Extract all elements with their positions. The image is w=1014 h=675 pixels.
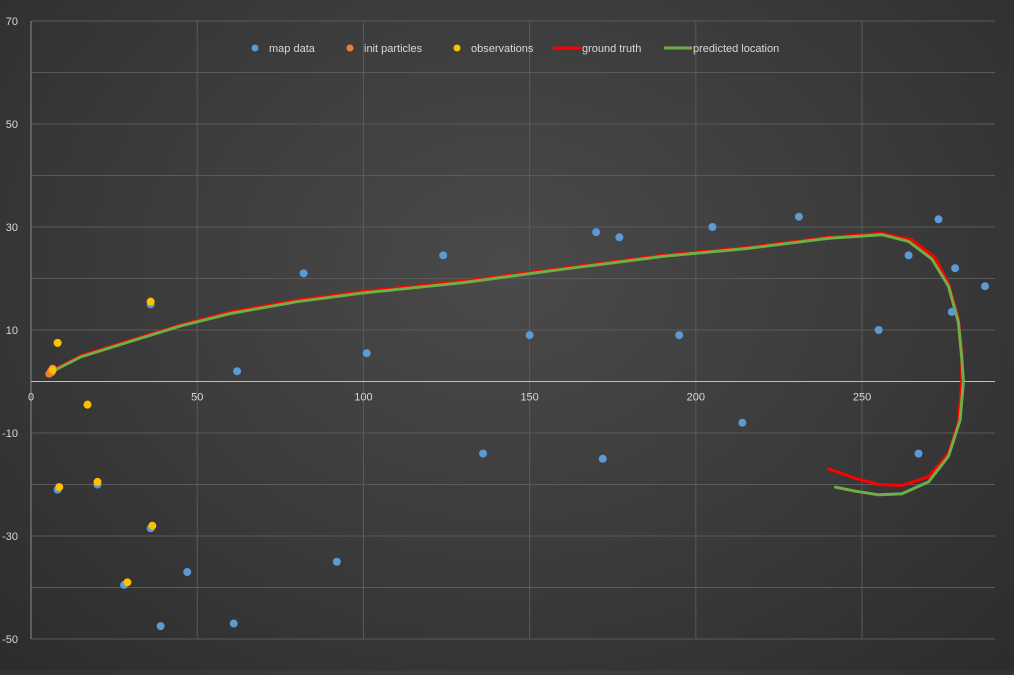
map-data-point — [479, 449, 488, 458]
y-tick-label: -30 — [2, 531, 18, 543]
observations-point — [83, 400, 92, 409]
x-tick-label: 0 — [28, 392, 34, 404]
map-data-point — [439, 251, 448, 260]
map-data-point — [934, 215, 943, 224]
map-data-point — [156, 622, 165, 631]
x-tick-label: 200 — [687, 392, 705, 404]
legend-label: map data — [269, 43, 316, 55]
x-tick-label: 250 — [853, 392, 871, 404]
map-data-point — [904, 251, 913, 260]
legend-marker — [453, 44, 461, 52]
map-data-point — [229, 619, 238, 628]
x-tick-label: 100 — [354, 392, 372, 404]
legend-label: observations — [471, 43, 534, 55]
map-data-point — [981, 282, 990, 291]
legend-label: init particles — [364, 43, 423, 55]
map-data-point — [675, 331, 684, 340]
map-data-point — [947, 307, 956, 316]
map-data-point — [233, 367, 242, 376]
observations-point — [123, 578, 132, 587]
map-data-point — [299, 269, 308, 278]
ground-truth-line — [49, 231, 964, 487]
axes: 70 50 30 10 -10 -30 -50 0 50 100 150 200 250 — [2, 16, 995, 646]
series-layer — [45, 212, 990, 631]
observations-point — [93, 477, 102, 486]
gridlines — [31, 20, 995, 640]
observations-point — [53, 338, 62, 347]
x-tick-label: 150 — [520, 392, 538, 404]
map-data-point — [914, 449, 923, 458]
observations-point — [48, 366, 57, 375]
map-data-point — [592, 228, 601, 237]
legend-label: ground truth — [582, 43, 641, 55]
y-tick-label: -50 — [2, 634, 18, 646]
y-tick-label: 50 — [6, 119, 18, 131]
map-data-point — [708, 223, 717, 231]
y-tick-label: -10 — [2, 428, 18, 440]
map-data-point — [183, 568, 192, 577]
y-tick-label: 30 — [6, 222, 18, 234]
legend-marker — [346, 44, 354, 52]
legend: map data init particles observations ground… — [251, 43, 779, 55]
observations-point — [146, 297, 155, 306]
map-data-point — [615, 233, 624, 242]
y-tick-label: 70 — [6, 16, 18, 28]
y-tick-label: 10 — [6, 325, 18, 337]
map-data-point — [598, 454, 607, 463]
observations-point — [55, 483, 64, 492]
map-data-point — [794, 212, 803, 221]
map-data-point — [332, 557, 341, 566]
map-data-point — [525, 331, 534, 340]
map-data-point — [951, 264, 960, 273]
legend-label: predicted location — [693, 43, 779, 55]
observations-point — [148, 521, 157, 530]
x-tick-label: 50 — [191, 392, 203, 404]
legend-marker — [251, 44, 259, 52]
map-data-point — [362, 349, 371, 358]
predicted-location-line — [49, 233, 965, 497]
map-data-point — [874, 326, 883, 334]
map-data-point — [738, 418, 747, 427]
